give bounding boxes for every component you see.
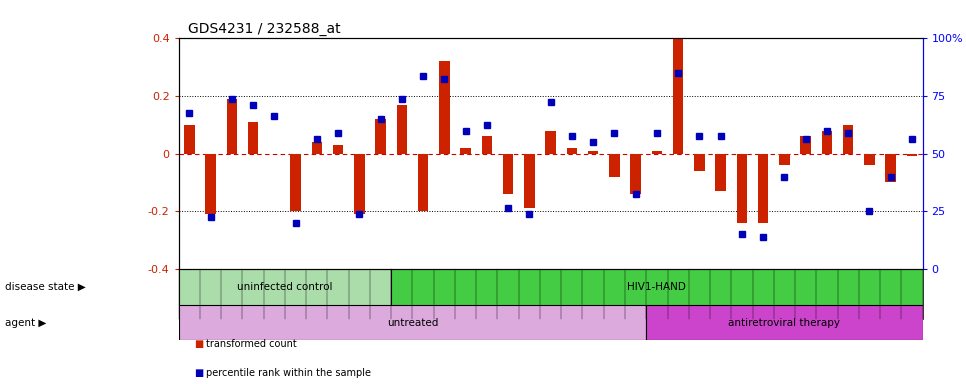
Bar [737, 154, 748, 223]
Bar [695, 154, 705, 171]
Bar [610, 154, 620, 177]
Bar [391, 269, 923, 305]
Bar [333, 145, 344, 154]
Bar [907, 154, 918, 157]
Bar [631, 154, 641, 194]
Text: percentile rank within the sample: percentile rank within the sample [206, 368, 371, 378]
Bar [312, 142, 323, 154]
Bar [227, 99, 238, 154]
Bar [185, 125, 195, 154]
Bar [865, 154, 875, 165]
Bar [376, 119, 386, 154]
Text: uninfected control: uninfected control [238, 282, 332, 292]
Bar [248, 122, 259, 154]
Bar [822, 131, 833, 154]
Bar [397, 104, 408, 154]
Text: disease state ▶: disease state ▶ [5, 282, 86, 292]
Text: transformed count: transformed count [206, 339, 297, 349]
Bar [780, 154, 790, 165]
Bar [673, 38, 684, 154]
Bar [886, 154, 896, 182]
Bar [179, 305, 646, 341]
Text: HIV1-HAND: HIV1-HAND [628, 282, 686, 292]
Text: GDS4231 / 232588_at: GDS4231 / 232588_at [188, 23, 341, 36]
Bar [652, 151, 663, 154]
Bar [440, 61, 450, 154]
Bar [525, 154, 535, 208]
Bar [206, 154, 216, 214]
Bar [842, 125, 854, 154]
Bar [587, 151, 599, 154]
Text: agent ▶: agent ▶ [5, 318, 46, 328]
Text: ■: ■ [194, 368, 204, 378]
Text: antiretroviral therapy: antiretroviral therapy [728, 318, 840, 328]
Text: ■: ■ [194, 339, 204, 349]
Bar [567, 148, 578, 154]
Bar [461, 148, 471, 154]
Bar [418, 154, 429, 211]
Bar [355, 154, 365, 214]
Bar [179, 269, 391, 305]
Bar [716, 154, 726, 191]
Bar [503, 154, 514, 194]
Bar [801, 136, 811, 154]
Bar [291, 154, 301, 211]
Bar [546, 131, 556, 154]
Bar [482, 136, 493, 154]
Bar [646, 305, 923, 341]
Text: untreated: untreated [386, 318, 439, 328]
Bar [758, 154, 769, 223]
